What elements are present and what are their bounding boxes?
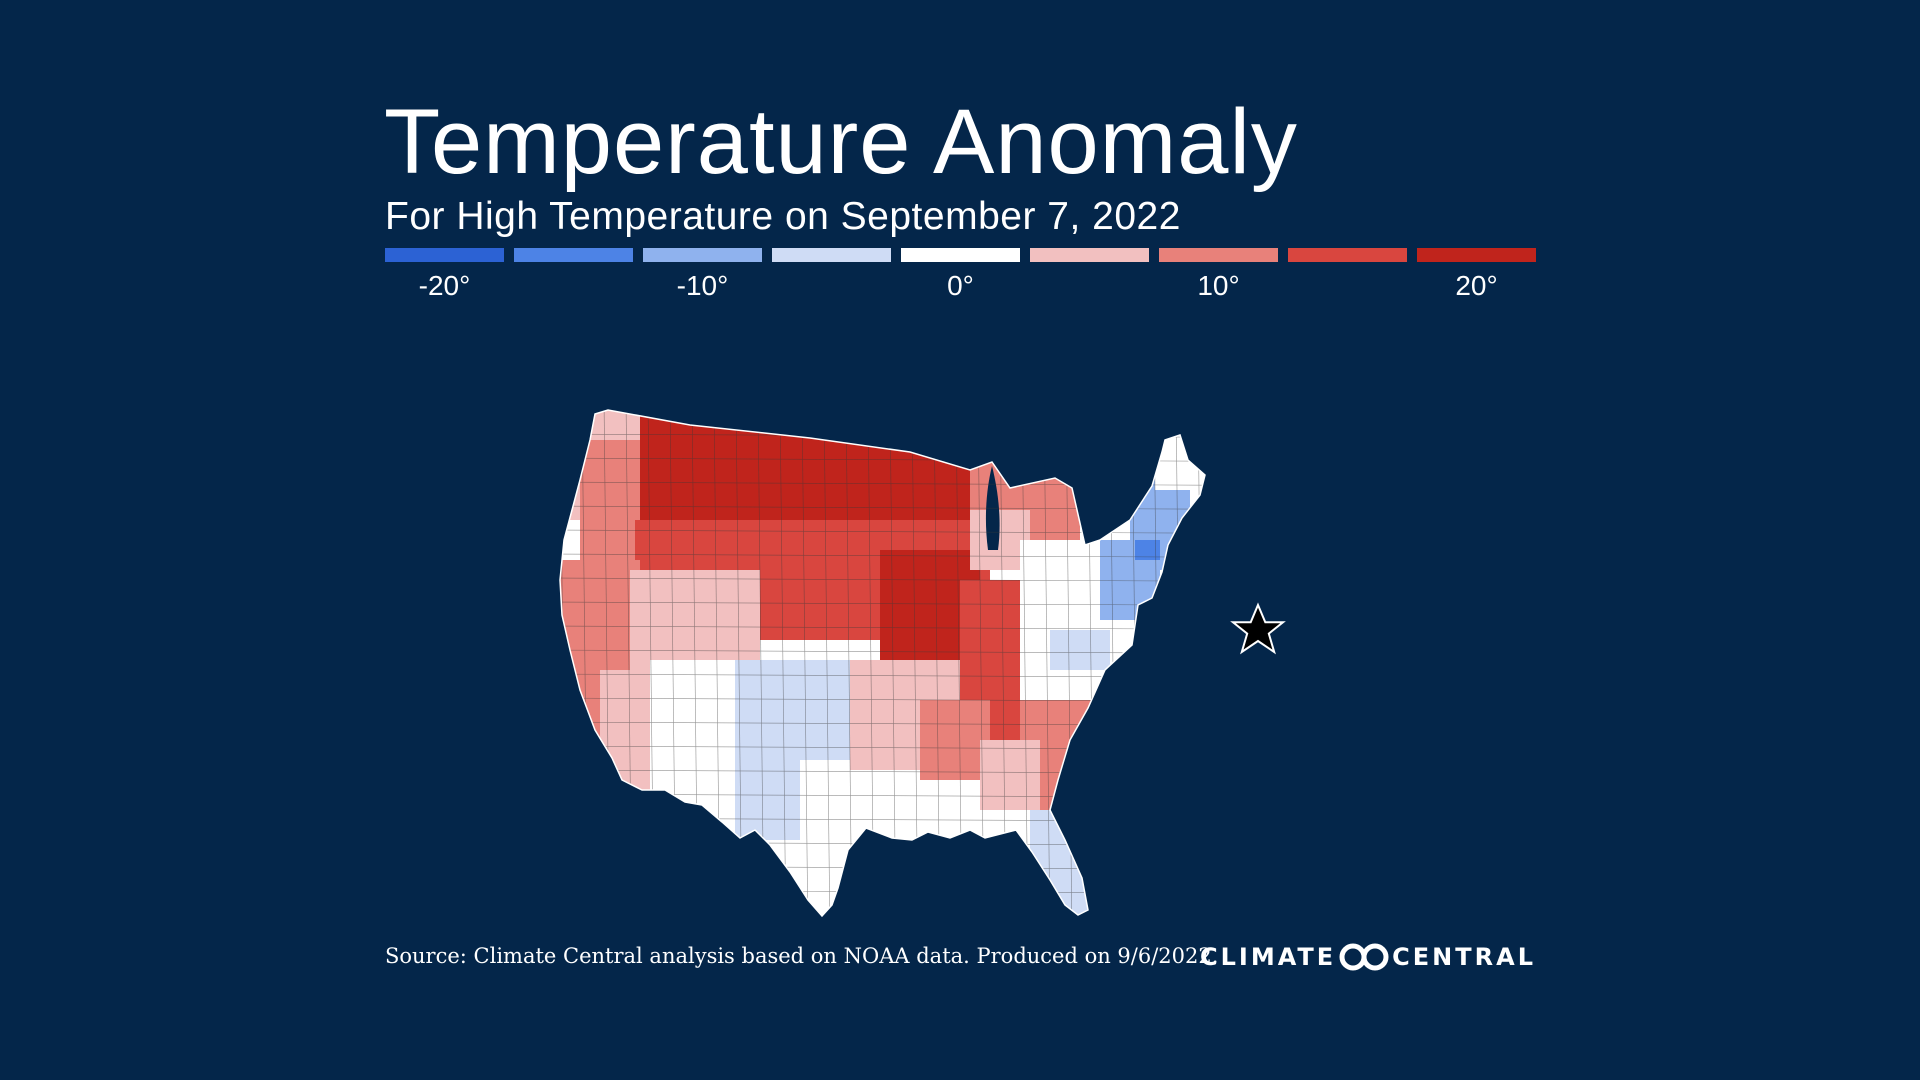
legend-label: -10° <box>676 270 729 301</box>
legend-swatch <box>385 248 504 262</box>
legend-swatch <box>1030 248 1149 262</box>
legend-swatch <box>514 248 633 262</box>
region-delmarva <box>1130 620 1170 660</box>
logo-rings-icon <box>1339 943 1389 971</box>
logo-text-left: CLIMATE <box>1200 943 1337 971</box>
logo-text-right: CENTRAL <box>1392 943 1536 971</box>
region-virginia-west <box>1050 630 1110 670</box>
region-florida <box>1030 810 1110 916</box>
legend-label: 20° <box>1455 270 1498 301</box>
legend-label: -20° <box>418 270 471 301</box>
color-legend: -20° -10° 0° 10° 20° <box>385 248 1536 308</box>
legend-swatch <box>1288 248 1407 262</box>
region-gulf <box>980 740 1040 810</box>
region-texas <box>800 760 950 916</box>
anomaly-regions <box>560 410 1205 916</box>
legend-swatch <box>643 248 762 262</box>
us-anomaly-map <box>540 400 1380 940</box>
legend-label: 10° <box>1197 270 1240 301</box>
map-title: Temperature Anomaly <box>384 91 1298 193</box>
region-maine <box>1155 430 1205 490</box>
legend-swatch <box>1159 248 1278 262</box>
source-note: Source: Climate Central analysis based o… <box>385 944 1219 968</box>
legend-swatch <box>1417 248 1536 262</box>
us-map-svg <box>559 409 1286 918</box>
region-arkansas <box>920 700 990 780</box>
region-northern-plains <box>640 410 980 530</box>
star-icon <box>1230 602 1286 655</box>
map-subtitle: For High Temperature on September 7, 202… <box>385 195 1181 238</box>
us-outline <box>559 409 1206 918</box>
legend-label: 0° <box>947 270 974 301</box>
region-connecticut <box>1135 540 1160 560</box>
climate-central-logo: CLIMATE CENTRAL <box>1200 940 1536 974</box>
legend-swatch <box>772 248 891 262</box>
legend-swatch <box>901 248 1020 262</box>
